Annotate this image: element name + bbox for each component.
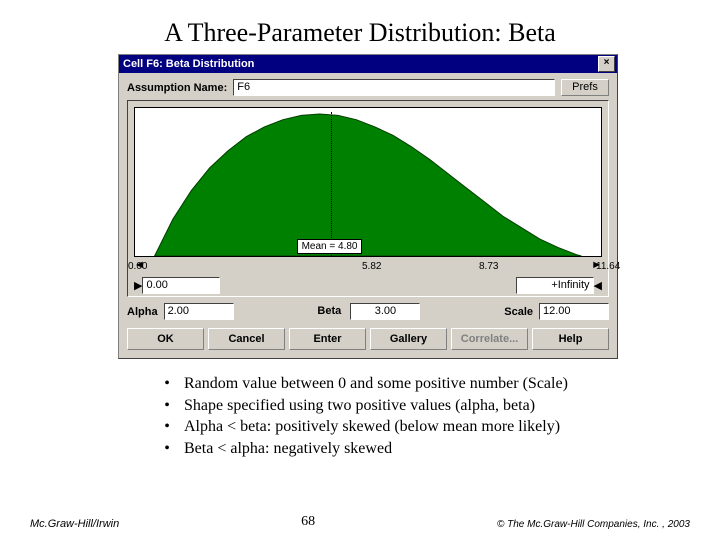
range-row: ▶ 0.00 +Infinity ◀ <box>134 277 602 294</box>
bullet-icon: • <box>150 395 184 417</box>
titlebar-text: Cell F6: Beta Distribution <box>123 58 598 70</box>
bullet-text: Shape specified using two positive value… <box>184 395 535 417</box>
ok-button[interactable]: OK <box>127 328 204 350</box>
bullet-icon: • <box>150 416 184 438</box>
alpha-input[interactable]: 2.00 <box>164 303 234 320</box>
slide-footer: Mc.Graw-Hill/Irwin 68 © The Mc.Graw-Hill… <box>0 514 720 530</box>
bullet-icon: • <box>150 438 184 460</box>
beta-input[interactable]: 3.00 <box>350 303 420 320</box>
range-high-input[interactable]: +Infinity <box>516 277 594 294</box>
range-left-handle-icon[interactable]: ▶ <box>134 279 142 292</box>
scale-input[interactable]: 12.00 <box>539 303 609 320</box>
assumption-name-input[interactable]: F6 <box>233 79 555 96</box>
assumption-name-label: Assumption Name: <box>127 82 227 94</box>
titlebar: Cell F6: Beta Distribution × <box>119 55 617 73</box>
axis-tick-label: 0.00 <box>128 261 147 272</box>
x-axis: ◄ ► 0.005.828.7311.64 <box>134 259 602 275</box>
mean-label: Mean = 4.80 <box>297 239 363 254</box>
close-button[interactable]: × <box>598 56 615 72</box>
beta-curve-svg <box>135 108 601 256</box>
axis-tick-label: 8.73 <box>479 261 498 272</box>
mean-indicator-line <box>331 112 332 256</box>
bullet-text: Random value between 0 and some positive… <box>184 373 568 395</box>
prefs-button[interactable]: Prefs <box>561 79 609 96</box>
bullet-text: Alpha < beta: positively skewed (below m… <box>184 416 560 438</box>
axis-tick-label: 5.82 <box>362 261 381 272</box>
footer-left: Mc.Graw-Hill/Irwin <box>30 518 119 530</box>
cancel-button[interactable]: Cancel <box>208 328 285 350</box>
distribution-chart: Mean = 4.80 <box>134 107 602 257</box>
parameter-row: Alpha 2.00 Beta 3.00 Scale 12.00 <box>127 303 609 320</box>
beta-distribution-dialog: Cell F6: Beta Distribution × Assumption … <box>118 54 618 359</box>
help-button[interactable]: Help <box>532 328 609 350</box>
dialog-body: Assumption Name: F6 Prefs Parms Mean = 4… <box>119 73 617 358</box>
bullet-item: •Alpha < beta: positively skewed (below … <box>150 416 720 438</box>
alpha-label: Alpha <box>127 306 158 318</box>
gallery-button[interactable]: Gallery <box>370 328 447 350</box>
axis-tick-label: 11.64 <box>596 261 620 272</box>
page-number: 68 <box>301 514 315 530</box>
bullet-icon: • <box>150 373 184 395</box>
range-low-input[interactable]: 0.00 <box>142 277 220 294</box>
slide-title: A Three-Parameter Distribution: Beta <box>0 0 720 54</box>
bullet-item: •Random value between 0 and some positiv… <box>150 373 720 395</box>
scale-label: Scale <box>504 306 533 318</box>
footer-right: © The Mc.Graw-Hill Companies, Inc. , 200… <box>497 519 690 530</box>
range-right-handle-icon[interactable]: ◀ <box>594 279 602 292</box>
enter-button[interactable]: Enter <box>289 328 366 350</box>
bullet-text: Beta < alpha: negatively skewed <box>184 438 392 460</box>
beta-label: Beta <box>317 305 341 317</box>
bullet-list: •Random value between 0 and some positiv… <box>150 373 720 459</box>
bullet-item: •Beta < alpha: negatively skewed <box>150 438 720 460</box>
bullet-item: •Shape specified using two positive valu… <box>150 395 720 417</box>
button-row: OK Cancel Enter Gallery Correlate... Hel… <box>127 328 609 350</box>
correlate-button[interactable]: Correlate... <box>451 328 528 350</box>
chart-frame: Parms Mean = 4.80 ◄ ► 0.005.828.7311.64 … <box>127 100 609 297</box>
